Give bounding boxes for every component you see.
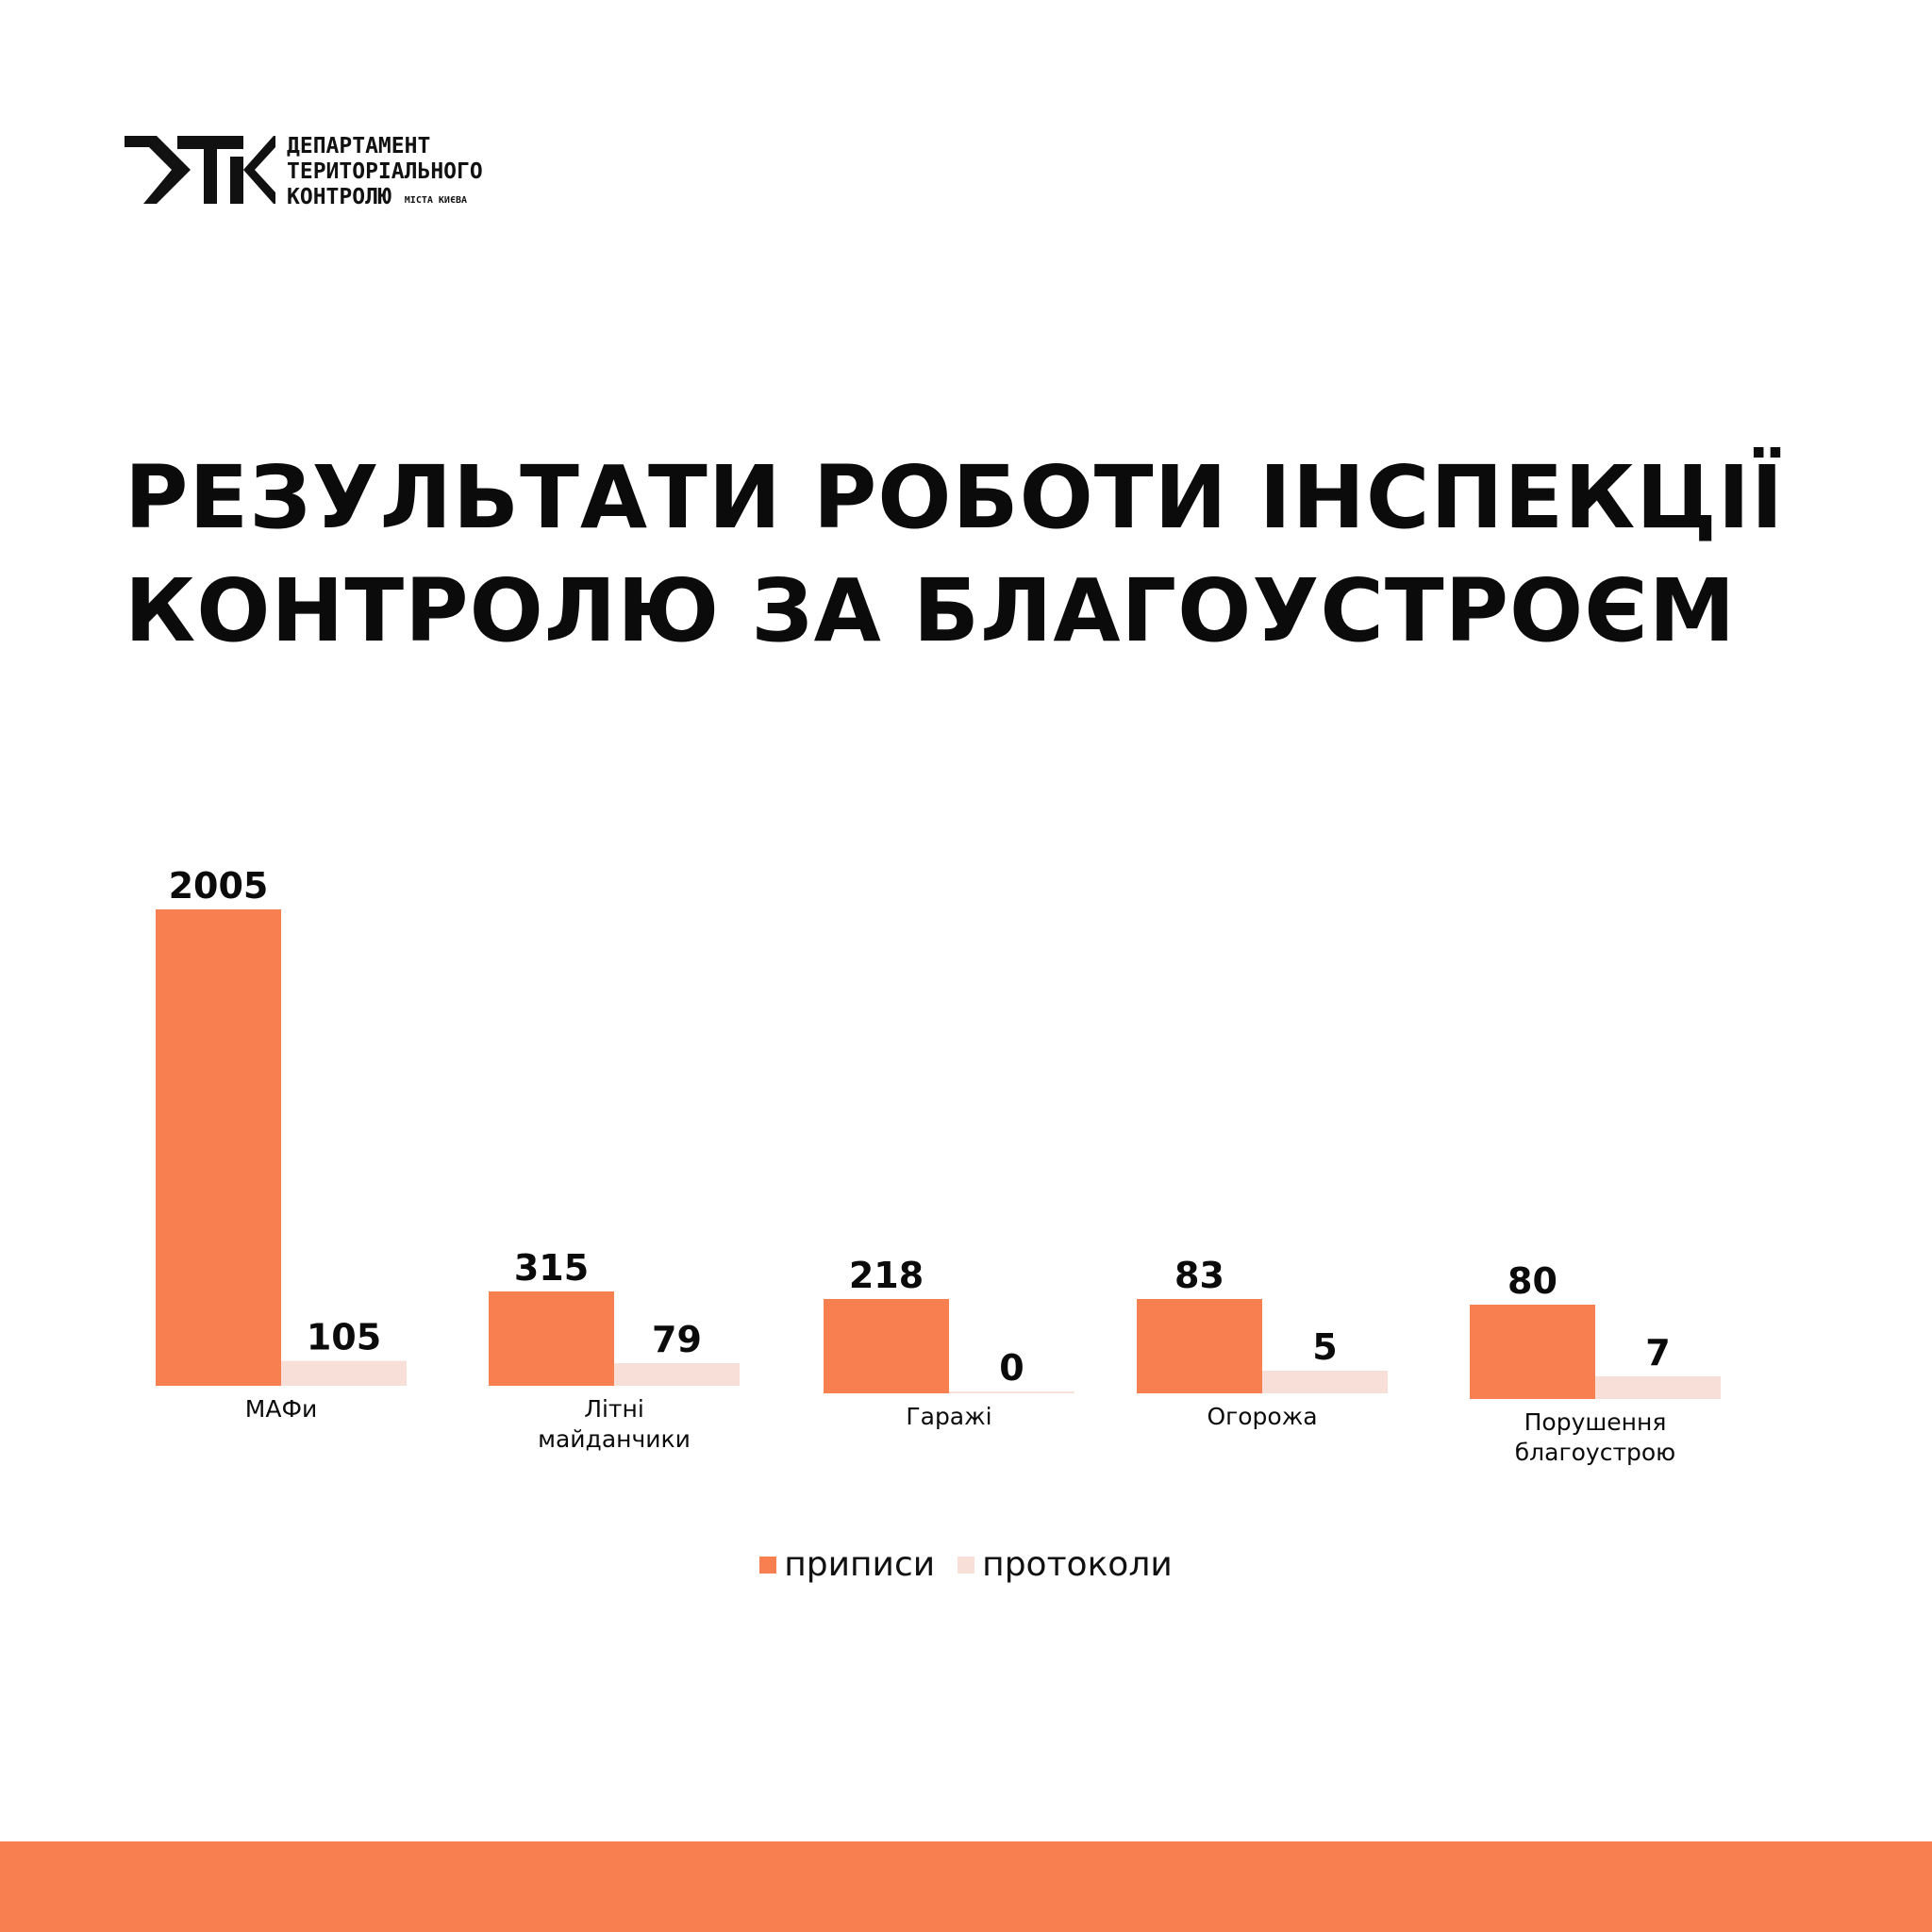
title-line-1: РЕЗУЛЬТАТИ РОБОТИ ІНСПЕКЦІЇ <box>125 447 1785 548</box>
legend-label-prescriptions: приписи <box>784 1545 936 1584</box>
bar-protocols-0 <box>281 1360 407 1386</box>
legend-swatch-prescriptions <box>759 1556 777 1574</box>
logo-subtitle: МІСТА КИЄВА <box>404 195 468 206</box>
value-label-prescriptions-0: 2005 <box>169 865 269 907</box>
category-label-2-0: Гаражі <box>906 1403 991 1430</box>
page-title: РЕЗУЛЬТАТИ РОБОТИ ІНСПЕКЦІЇ КОНТРОЛЮ ЗА … <box>125 441 1823 668</box>
legend-label-protocols: протоколи <box>982 1545 1173 1584</box>
bar-protocols-3 <box>1262 1371 1388 1393</box>
bar-protocols-2 <box>949 1391 1074 1393</box>
value-label-protocols-1: 79 <box>652 1319 702 1360</box>
value-label-prescriptions-2: 218 <box>849 1255 924 1296</box>
value-label-prescriptions-1: 315 <box>514 1247 589 1289</box>
category-label-1-0: Літні <box>584 1395 644 1423</box>
bar-prescriptions-2 <box>824 1299 949 1393</box>
chart-legend: приписи протоколи <box>0 1545 1932 1584</box>
category-label-4-1: благоустрою <box>1515 1439 1675 1466</box>
logo-line-1: ДЕПАРТАМЕНТ <box>287 134 431 158</box>
legend-item-prescriptions: приписи <box>759 1545 935 1584</box>
category-label-0-0: МАФи <box>245 1395 317 1423</box>
bar-prescriptions-1 <box>489 1291 614 1386</box>
value-label-protocols-3: 5 <box>1312 1326 1337 1368</box>
logo-line-3: КОНТРОЛЮ <box>287 185 391 209</box>
value-label-protocols-2: 0 <box>999 1347 1024 1389</box>
value-label-protocols-4: 7 <box>1645 1332 1670 1374</box>
category-label-1-1: майданчики <box>538 1425 691 1453</box>
bar-prescriptions-0 <box>156 909 281 1386</box>
legend-swatch-protocols <box>958 1556 975 1574</box>
value-label-prescriptions-4: 80 <box>1507 1260 1557 1302</box>
legend-item-protocols: протоколи <box>958 1545 1173 1584</box>
logo-mark-icon <box>125 136 275 204</box>
footer-band <box>0 1841 1932 1932</box>
logo-wordmark: ДЕПАРТАМЕНТ ТЕРИТОРІАЛЬНОГО КОНТРОЛЮ МІСТ… <box>287 134 483 213</box>
value-label-prescriptions-3: 83 <box>1174 1255 1224 1296</box>
value-label-protocols-0: 105 <box>307 1317 381 1358</box>
logo-line-2: ТЕРИТОРІАЛЬНОГО <box>287 159 483 184</box>
bar-protocols-1 <box>614 1363 740 1386</box>
title-line-2: КОНТРОЛЮ ЗА БЛАГОУСТРОЄМ <box>125 560 1737 661</box>
bar-prescriptions-3 <box>1137 1299 1262 1393</box>
category-label-3-0: Огорожа <box>1207 1403 1317 1430</box>
bar-protocols-4 <box>1595 1376 1721 1399</box>
department-logo: ДЕПАРТАМЕНТ ТЕРИТОРІАЛЬНОГО КОНТРОЛЮ МІСТ… <box>125 132 530 213</box>
bar-prescriptions-4 <box>1470 1305 1595 1399</box>
category-label-4-0: Порушення <box>1524 1408 1667 1436</box>
